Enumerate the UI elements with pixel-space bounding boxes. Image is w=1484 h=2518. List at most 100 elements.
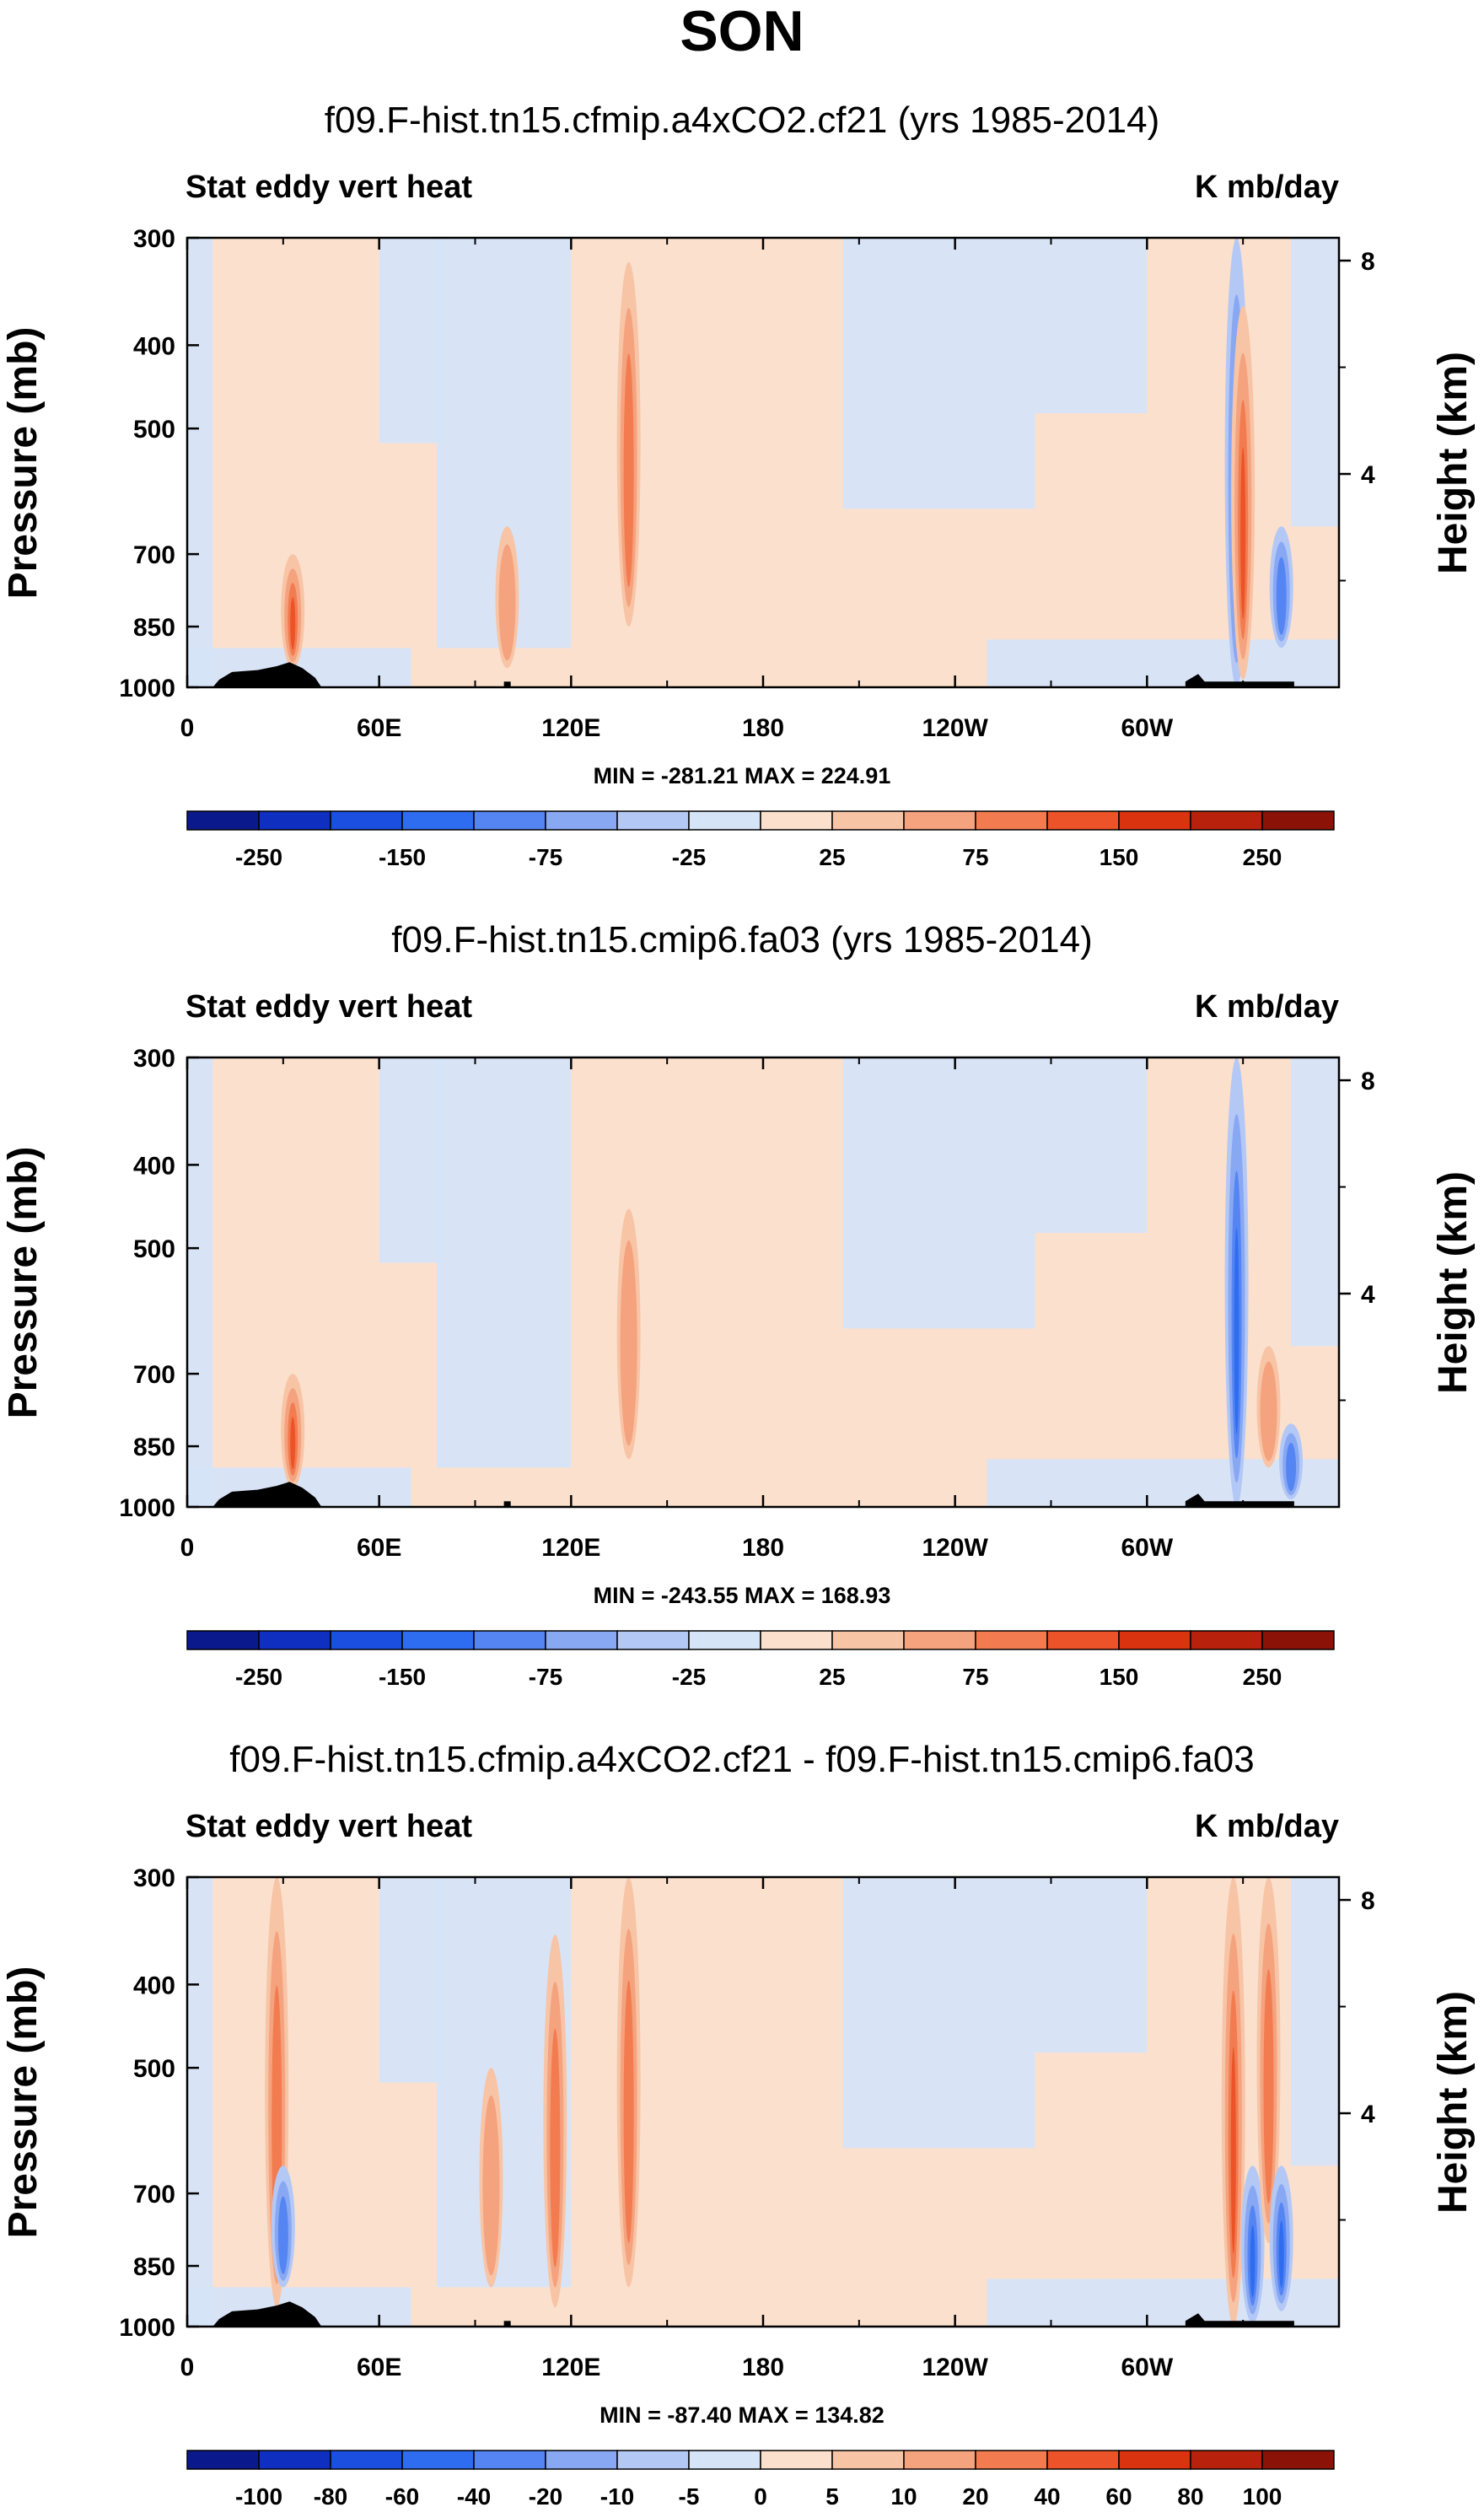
colorbar-label: -250	[235, 844, 282, 870]
cool-region	[379, 1057, 444, 1263]
y-tick-label: 850	[133, 1434, 175, 1461]
positive-anomaly	[623, 353, 634, 588]
colorbar-label: -25	[672, 844, 706, 870]
colorbar-label: -10	[600, 2483, 634, 2510]
cool-region	[842, 238, 1035, 509]
colorbar-swatch	[1046, 810, 1120, 831]
y-tick-label: 300	[133, 1045, 175, 1073]
colorbar-label: -60	[385, 2483, 419, 2510]
colorbar-1: -250 -150 -75 -25 25 75 150 250	[186, 810, 1335, 870]
colorbar-swatch	[473, 810, 546, 831]
negative-anomaly	[1286, 1442, 1297, 1492]
cool-region	[1291, 238, 1339, 527]
topography-andes	[1185, 2313, 1294, 2327]
colorbar-label: -20	[529, 2483, 562, 2510]
colorbar-label: 5	[825, 2483, 839, 2510]
x-tick-label: 60W	[1121, 2354, 1173, 2381]
page-title: SON	[680, 0, 804, 63]
y-tick-label: 500	[133, 416, 175, 444]
colorbar-swatch	[1046, 2450, 1120, 2470]
positive-anomaly	[550, 2028, 561, 2268]
cool-region	[379, 1877, 444, 2083]
min-max-label: MIN = -243.55 MAX = 168.93	[593, 1583, 891, 1608]
positive-anomaly	[1260, 1361, 1277, 1461]
variable-label: Stat eddy vert heat	[186, 169, 472, 205]
colorbar-label: -40	[457, 2483, 491, 2510]
colorbar-swatch	[1118, 1630, 1191, 1650]
colorbar-label: -250	[235, 1664, 282, 1690]
colorbar-label: -150	[379, 1664, 426, 1690]
colorbar-label: -100	[235, 2483, 282, 2510]
colorbar-swatch	[616, 2450, 690, 2470]
colorbar-swatch	[1261, 1630, 1335, 1650]
x-tick-label: 60E	[357, 714, 401, 742]
y-tick-label: 850	[133, 614, 175, 642]
y-right-tick-label: 8	[1361, 1068, 1375, 1095]
cool-region	[842, 1877, 1035, 2149]
colorbar-swatch	[975, 2450, 1048, 2470]
y-tick-label: 300	[133, 225, 175, 253]
colorbar-swatch	[688, 2450, 761, 2470]
colorbar-swatch	[1190, 1630, 1263, 1650]
negative-anomaly	[277, 2196, 288, 2274]
colorbar-swatch	[903, 2450, 976, 2470]
cool-region	[1291, 1877, 1339, 2166]
panel-title-1: f09.F-hist.tn15.cfmip.a4xCO2.cf21 (yrs 1…	[324, 100, 1160, 141]
colorbar-swatch	[330, 2450, 403, 2470]
heatmap-plot-1: 300 400 500 700 850 1000 8 4 0 60E 120E 180 120W 60W	[119, 225, 1375, 742]
negative-anomaly	[1278, 2220, 1284, 2288]
y-right-tick-label: 4	[1361, 461, 1375, 489]
min-max-label: MIN = -281.21 MAX = 224.91	[593, 763, 891, 788]
positive-anomaly	[482, 2095, 500, 2276]
colorbar-swatch	[975, 1630, 1048, 1650]
y-tick-label: 700	[133, 1361, 175, 1389]
colorbar-label: 25	[819, 844, 845, 870]
cool-region	[842, 1057, 1035, 1329]
colorbar-label: -80	[314, 2483, 347, 2510]
colorbar-swatch	[831, 2450, 905, 2470]
colorbar-label: 40	[1034, 2483, 1060, 2510]
colorbar-swatch	[401, 1630, 475, 1650]
y-tick-label: 700	[133, 541, 175, 569]
y-right-tick-label: 8	[1361, 1887, 1375, 1915]
colorbar-swatch	[473, 1630, 546, 1650]
colorbar-swatch	[760, 2450, 833, 2470]
x-tick-label: 180	[742, 1534, 784, 1562]
colorbar-label: 75	[962, 1664, 988, 1690]
colorbar-label: 0	[754, 2483, 767, 2510]
x-tick-label: 120W	[922, 1534, 988, 1562]
colorbar-swatch	[545, 810, 618, 831]
y-tick-label: 700	[133, 2181, 175, 2209]
y-tick-label: 1000	[119, 2314, 175, 2342]
colorbar-3: -100 -80 -60 -40 -20 -10 -5 0 5 10 20 40 60 80 100	[186, 2450, 1335, 2510]
cool-region	[187, 1057, 213, 1507]
colorbar-swatch	[688, 810, 761, 831]
y-tick-label: 400	[133, 332, 175, 360]
y-tick-label: 300	[133, 1864, 175, 1892]
min-max-label: MIN = -87.40 MAX = 134.82	[600, 2402, 884, 2428]
x-tick-label: 120E	[541, 2354, 600, 2381]
colorbar-swatch	[1190, 2450, 1263, 2470]
field-background	[187, 1057, 1339, 1507]
colorbar-swatch	[1261, 2450, 1335, 2470]
negative-anomaly	[1250, 2225, 1255, 2298]
y-tick-label: 500	[133, 2055, 175, 2083]
colorbar-label: 150	[1100, 1664, 1139, 1690]
colorbar-label: -25	[672, 1664, 706, 1690]
positive-anomaly	[1240, 447, 1246, 620]
colorbar-swatch	[330, 1630, 403, 1650]
colorbar-swatch	[186, 810, 260, 831]
x-tick-label: 60W	[1121, 1534, 1173, 1562]
colorbar-swatch	[1190, 810, 1263, 831]
positive-anomaly	[290, 597, 296, 650]
colorbar-swatch	[401, 810, 475, 831]
colorbar-label: 25	[819, 1664, 845, 1690]
colorbar-swatch	[545, 2450, 618, 2470]
colorbar-label: -5	[679, 2483, 700, 2510]
colorbar-swatch	[473, 2450, 546, 2470]
colorbar-swatch	[1046, 1630, 1120, 1650]
cool-region	[187, 238, 213, 687]
colorbar-swatch	[1118, 810, 1191, 831]
y-tick-label: 1000	[119, 1494, 175, 1522]
colorbar-swatch	[760, 810, 833, 831]
